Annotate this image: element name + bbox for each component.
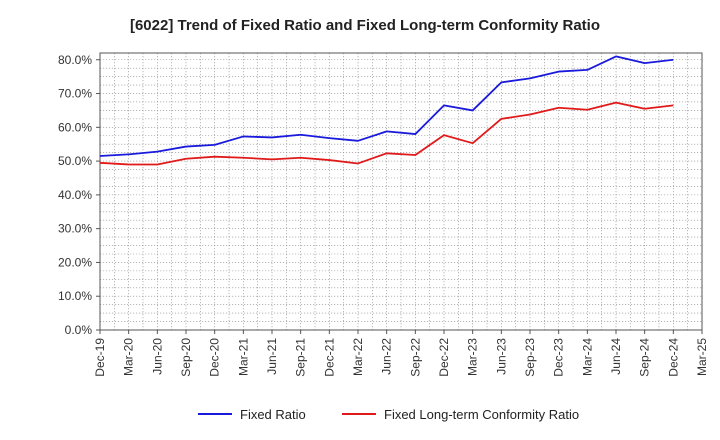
x-tick-label: Jun-20 — [150, 338, 164, 375]
x-tick-label: Mar-24 — [580, 338, 594, 376]
x-tick-label: Sep-21 — [294, 338, 308, 377]
y-tick-label: 50.0% — [58, 154, 92, 168]
x-tick-label: Dec-24 — [666, 338, 680, 377]
legend-label-1: Fixed Ratio — [240, 407, 306, 422]
y-tick-label: 10.0% — [58, 289, 92, 303]
y-tick-label: 80.0% — [58, 53, 92, 67]
x-tick-label: Mar-20 — [122, 338, 136, 376]
y-tick-label: 40.0% — [58, 188, 92, 202]
legend-label-2: Fixed Long-term Conformity Ratio — [384, 407, 579, 422]
x-tick-label: Mar-25 — [695, 338, 709, 376]
x-tick-label: Sep-22 — [408, 338, 422, 377]
x-tick-label: Sep-24 — [638, 338, 652, 377]
y-tick-label: 30.0% — [58, 222, 92, 236]
x-tick-label: Jun-23 — [494, 338, 508, 375]
legend: Fixed Ratio Fixed Long-term Conformity Ra… — [198, 407, 579, 422]
series-line-2 — [99, 101, 674, 166]
x-tick-label: Dec-20 — [208, 338, 222, 377]
plot-area: 0.0% 10.0% 20.0% 30.0% 40.0% 50.0% 60.0% 70.0% 8… — [58, 52, 709, 377]
x-tick-label: Mar-23 — [466, 338, 480, 376]
y-tick-label: 0.0% — [65, 323, 93, 337]
x-tick-label: Jun-21 — [265, 338, 279, 375]
x-tick-label: Dec-23 — [552, 338, 566, 377]
x-tick-label: Sep-23 — [523, 338, 537, 377]
x-tick-label: Dec-21 — [322, 338, 336, 377]
x-tick-label: Dec-22 — [437, 338, 451, 377]
x-tick-label: Mar-22 — [351, 338, 365, 376]
y-tick-label: 20.0% — [58, 255, 92, 269]
x-tick-label: Jun-22 — [380, 338, 394, 375]
x-tick-label: Dec-19 — [93, 338, 107, 377]
x-tick-label: Jun-24 — [609, 338, 623, 375]
plot-frame — [99, 52, 703, 331]
y-tick-label: 70.0% — [58, 87, 92, 101]
chart-title: [6022] Trend of Fixed Ratio and Fixed Lo… — [130, 17, 600, 34]
y-tick-label: 60.0% — [58, 120, 92, 134]
series-line-1 — [99, 55, 674, 157]
x-tick-label: Sep-20 — [179, 338, 193, 377]
x-tick-label: Mar-21 — [236, 338, 250, 376]
